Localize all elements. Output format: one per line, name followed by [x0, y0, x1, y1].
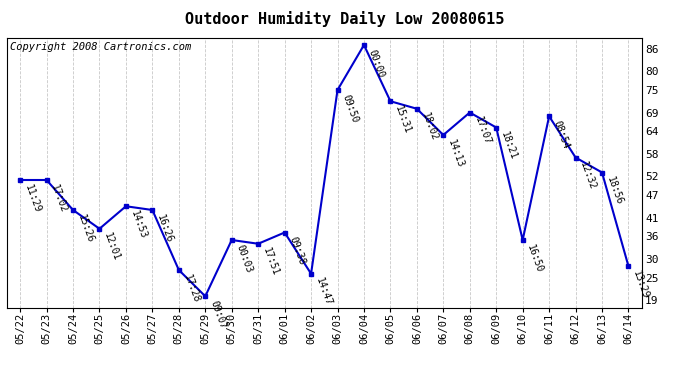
- Text: 16:50: 16:50: [526, 243, 545, 274]
- Text: 09:50: 09:50: [340, 93, 359, 124]
- Text: 18:02: 18:02: [420, 111, 439, 142]
- Text: 08:54: 08:54: [552, 119, 571, 150]
- Text: Copyright 2008 Cartronics.com: Copyright 2008 Cartronics.com: [10, 42, 191, 51]
- Text: 14:47: 14:47: [314, 276, 333, 308]
- Text: 14:53: 14:53: [129, 209, 148, 240]
- Text: 17:51: 17:51: [261, 246, 280, 278]
- Text: 17:02: 17:02: [50, 183, 69, 214]
- Text: 16:26: 16:26: [155, 213, 175, 244]
- Text: 00:03: 00:03: [235, 243, 254, 274]
- Text: 11:29: 11:29: [23, 183, 42, 214]
- Text: 00:00: 00:00: [367, 48, 386, 79]
- Text: 09:07: 09:07: [208, 299, 228, 330]
- Text: 18:56: 18:56: [605, 175, 624, 206]
- Text: 17:07: 17:07: [473, 115, 492, 146]
- Text: 15:26: 15:26: [76, 213, 95, 244]
- Text: Outdoor Humidity Daily Low 20080615: Outdoor Humidity Daily Low 20080615: [186, 11, 504, 27]
- Text: 12:32: 12:32: [578, 160, 598, 191]
- Text: 09:38: 09:38: [288, 235, 307, 266]
- Text: 17:28: 17:28: [181, 273, 201, 304]
- Text: 13:29: 13:29: [631, 269, 651, 300]
- Text: 15:31: 15:31: [393, 104, 413, 135]
- Text: 18:21: 18:21: [499, 130, 518, 161]
- Text: 14:13: 14:13: [446, 138, 466, 169]
- Text: 12:01: 12:01: [102, 231, 121, 262]
